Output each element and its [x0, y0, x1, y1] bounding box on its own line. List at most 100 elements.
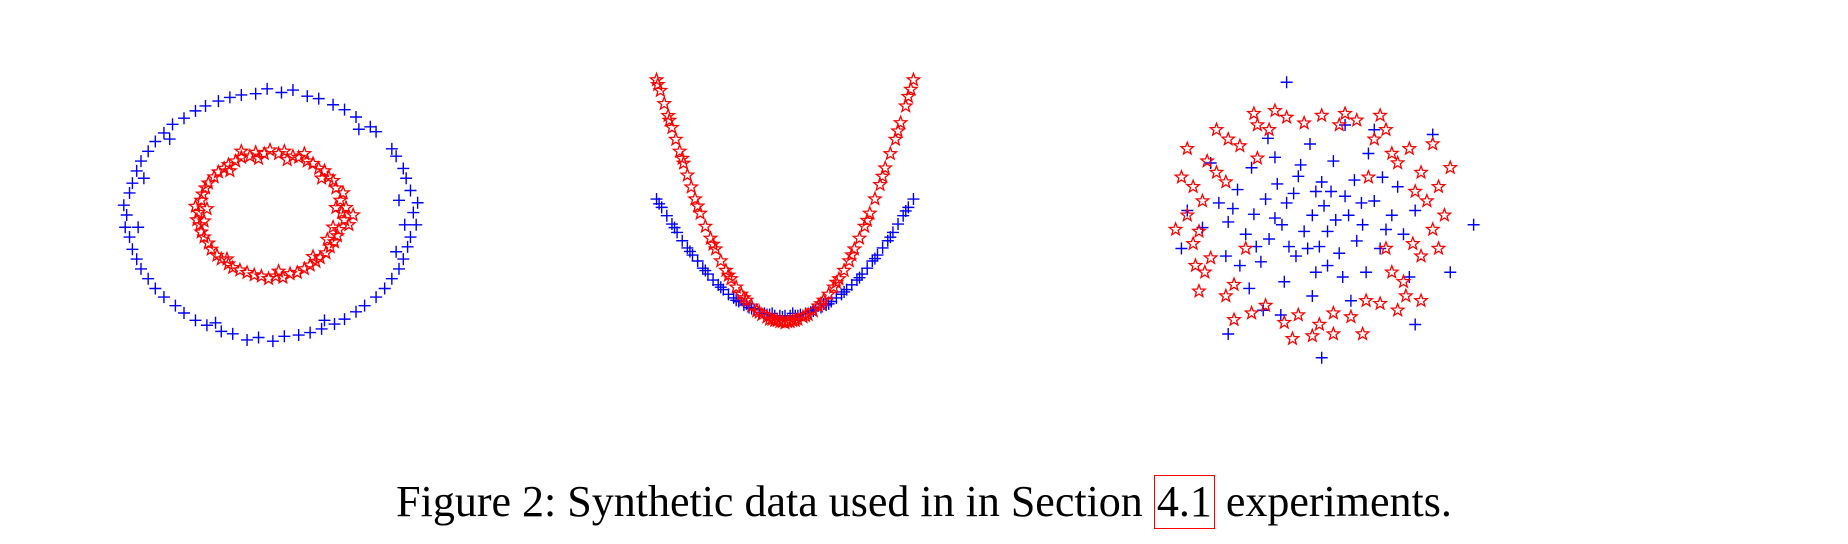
- plus-marker-point: [1350, 234, 1363, 247]
- star-marker-point: [692, 204, 709, 221]
- star-marker-point: [1202, 249, 1219, 265]
- star-marker-point: [196, 228, 213, 244]
- plus-marker-point: [1309, 185, 1322, 198]
- star-marker-point: [1220, 130, 1237, 147]
- plus-marker-point: [1339, 119, 1352, 131]
- star-marker-point: [1354, 325, 1371, 341]
- plus-marker-point: [286, 84, 299, 97]
- plus-marker-point: [668, 221, 681, 234]
- plus-marker-point: [1325, 185, 1338, 198]
- plus-marker-point: [390, 245, 403, 258]
- star-marker-point: [1249, 149, 1266, 166]
- star-marker-point: [820, 285, 837, 302]
- plus-marker-point: [897, 209, 910, 222]
- plus-marker-point: [1467, 218, 1480, 231]
- plus-marker-point: [884, 231, 897, 244]
- plus-marker-point: [1391, 180, 1404, 193]
- star-marker-point: [332, 191, 349, 208]
- plus-marker-point: [676, 234, 689, 247]
- plus-marker-point: [840, 283, 853, 296]
- star-marker-point: [1304, 327, 1321, 343]
- star-marker-point: [1278, 109, 1295, 125]
- plus-marker-point: [1289, 250, 1302, 263]
- star-marker-point: [667, 131, 684, 147]
- plus-marker-point: [1222, 215, 1235, 228]
- plus-marker-point: [671, 226, 684, 239]
- plus-marker-point: [178, 307, 190, 319]
- star-marker-point: [1424, 135, 1441, 151]
- star-marker-point: [1418, 192, 1435, 208]
- star-marker-point: [188, 211, 205, 227]
- star-marker-point: [1342, 308, 1359, 324]
- star-marker-point: [815, 291, 832, 308]
- plus-marker-point: [1309, 266, 1322, 279]
- star-marker-point: [1191, 282, 1207, 299]
- star-marker-point: [1313, 107, 1330, 123]
- plus-marker-point: [411, 196, 424, 209]
- plus-marker-point: [1175, 242, 1188, 255]
- star-marker-point: [679, 166, 696, 182]
- plus-marker-point: [370, 291, 383, 304]
- star-marker-point: [329, 227, 346, 243]
- plus-marker-point: [407, 206, 420, 219]
- star-marker-point: [290, 149, 307, 165]
- plus-marker-point: [378, 282, 391, 295]
- star-marker-point: [200, 174, 217, 190]
- plus-marker-point: [199, 99, 212, 112]
- plus-marker-point: [130, 253, 143, 266]
- plus-marker-point: [123, 186, 136, 199]
- scatter-plot-parabolas: [648, 71, 922, 330]
- plus-marker-point: [215, 325, 228, 338]
- plus-marker-point: [653, 197, 666, 210]
- star-marker-point: [233, 142, 250, 159]
- plus-marker-point: [866, 254, 879, 267]
- star-marker-point: [1290, 306, 1307, 322]
- plus-marker-point: [1379, 223, 1392, 236]
- section-reference-link[interactable]: 4.1: [1153, 475, 1215, 529]
- plus-marker-point: [235, 88, 248, 101]
- star-marker-point: [712, 252, 729, 268]
- plus-marker-point: [691, 254, 704, 267]
- star-marker-point: [191, 216, 208, 232]
- star-marker-point: [1185, 235, 1202, 251]
- plus-marker-point: [119, 221, 132, 234]
- star-marker-point: [1372, 107, 1389, 123]
- star-marker-point: [766, 312, 783, 328]
- plus-marker-point: [699, 264, 712, 277]
- star-marker-point: [1257, 297, 1274, 313]
- plus-marker-point: [1362, 147, 1375, 160]
- plus-marker-point: [312, 92, 325, 105]
- plus-marker-point: [1268, 151, 1281, 164]
- star-marker-point: [219, 250, 235, 266]
- figure-caption: Figure 2: Synthetic data used in in Sect…: [0, 472, 1848, 532]
- plus-marker-point: [1292, 170, 1305, 183]
- star-marker-point: [246, 266, 263, 282]
- star-marker-point: [761, 311, 778, 327]
- star-marker-point: [270, 262, 287, 279]
- star-marker-point: [1243, 304, 1260, 320]
- star-marker-point: [247, 144, 264, 160]
- plus-marker-point: [1294, 158, 1307, 171]
- star-marker-point: [1430, 178, 1447, 194]
- star-marker-point: [270, 145, 287, 161]
- plus-marker-point: [169, 299, 182, 312]
- star-marker-point: [325, 172, 342, 188]
- star-marker-point: [1245, 105, 1262, 121]
- plus-marker-point: [157, 126, 170, 139]
- plus-marker-point: [352, 123, 365, 136]
- plus-marker-point: [318, 314, 331, 327]
- plus-marker-point: [135, 262, 147, 275]
- plus-marker-point: [1239, 228, 1252, 241]
- star-marker-point: [233, 149, 250, 165]
- plus-marker-point: [132, 221, 145, 234]
- plus-marker-point: [1274, 309, 1287, 321]
- star-marker-point: [1185, 178, 1202, 194]
- star-marker-point: [1325, 304, 1342, 320]
- star-marker-point: [340, 216, 357, 232]
- plus-marker-point: [400, 172, 413, 185]
- plus-marker-point: [1385, 209, 1398, 222]
- plus-marker-point: [717, 283, 730, 296]
- plus-marker-point: [189, 104, 202, 117]
- plus-marker-point: [1282, 240, 1295, 253]
